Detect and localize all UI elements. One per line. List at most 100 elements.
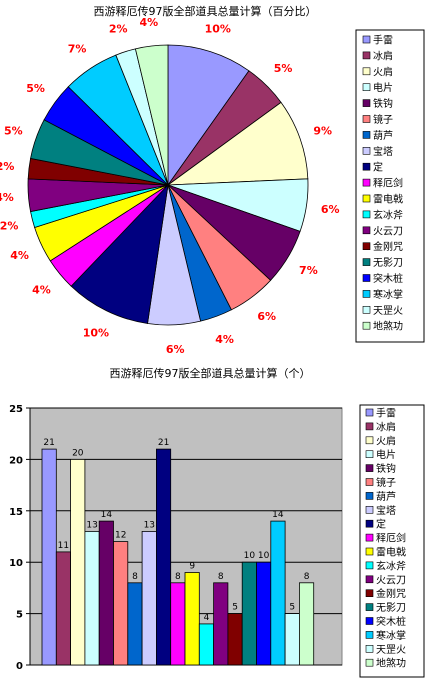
pie-legend-label: 镜子: [373, 113, 393, 126]
pie-legend-swatch: [362, 115, 371, 123]
pie-legend-swatch: [362, 305, 371, 314]
bar-value-label: 4: [204, 613, 210, 623]
pie-percent-label: 2%: [109, 23, 128, 36]
pie-legend-label: 寒冰掌: [373, 288, 403, 301]
pie-slice-定: [70, 183, 169, 324]
pie-percent-label: 5%: [274, 62, 293, 75]
bar-legend-label: 无影刀: [376, 602, 406, 614]
bar-地煞功: [298, 582, 315, 666]
bar-玄冰斧: [198, 623, 215, 666]
bar-value-label: 12: [115, 531, 126, 541]
bar-legend-label: 手雷: [376, 407, 396, 420]
pie-legend-label: 电片: [373, 81, 393, 94]
pie-percent-label: 6%: [321, 203, 340, 216]
bar-legend-label: 镜子: [376, 476, 396, 489]
bar-legend-label: 天罡火: [376, 644, 406, 656]
bar-镜子: [113, 541, 129, 666]
bar-legend-label: 突木桩: [376, 615, 406, 628]
pie-percent-label: 2%: [0, 160, 14, 173]
bar-value-label: 10: [244, 551, 256, 561]
pie-percent-label: 4%: [32, 283, 51, 296]
pie-legend-label: 定: [373, 161, 383, 174]
pie-legend-label: 雷电戟: [373, 193, 403, 206]
pie-legend-swatch: [362, 274, 371, 282]
bar-legend-swatch: [365, 422, 374, 431]
pie-legend-label: 铁钩: [373, 97, 393, 110]
bar-value-label: 5: [232, 603, 238, 613]
bar-金刚咒: [227, 613, 243, 666]
pie-legend-swatch: [362, 178, 371, 187]
pie-legend-label: 火云刀: [373, 225, 403, 237]
bar-chart-title: 西游释厄传97版全部道具总量计算（个）: [110, 366, 311, 380]
bar-value-label: 8: [132, 572, 138, 582]
bar-无影刀: [241, 561, 257, 666]
bar-legend-swatch: [365, 519, 374, 528]
bar-legend-swatch: [365, 617, 374, 625]
pie-slice-地煞功: [134, 44, 169, 186]
pie-legend-label: 突木桩: [373, 272, 403, 285]
bar-value-label: 20: [72, 448, 84, 458]
pie-legend-swatch: [362, 226, 371, 235]
y-tick-label: 20: [9, 455, 23, 466]
pie-legend-swatch: [362, 35, 371, 44]
bar-value-label: 11: [58, 541, 69, 551]
bar-legend-swatch: [365, 408, 374, 417]
pie-legend-label: 天罡火: [373, 305, 403, 317]
y-tick-label: 25: [9, 404, 23, 415]
bar-value-label: 8: [175, 572, 181, 582]
pie-percent-label: 9%: [313, 125, 332, 138]
pie-legend-swatch: [362, 51, 371, 60]
pie-legend-label: 宝塔: [373, 145, 393, 158]
bar-legend-swatch: [365, 561, 374, 570]
bar-legend-label: 寒冰掌: [376, 629, 406, 642]
pie-legend-swatch: [362, 162, 371, 171]
pie-chart-title: 西游释厄传97版全部道具总量计算（百分比）: [94, 4, 317, 18]
bar-legend-label: 冰肩: [376, 420, 396, 433]
pie-legend-label: 葫芦: [373, 130, 393, 142]
pie-legend-swatch: [362, 194, 371, 203]
bar-天罡火: [284, 613, 300, 666]
pie-legend-swatch: [362, 242, 371, 250]
pie-legend-label: 地煞功: [373, 320, 403, 333]
pie-legend-label: 手雷: [373, 34, 393, 47]
bar-legend-swatch: [365, 478, 374, 486]
pie-percent-labels: 10% 5% 9% 6% 7% 6% 4% 6% 10% 4% 4% 2% 4% 2% 5% 5% 7% 2% 4%: [0, 16, 340, 356]
bar-legend-label: 宝塔: [376, 504, 396, 517]
bar-legend-label: 释厄剑: [376, 532, 406, 545]
pie-percent-label: 4%: [10, 249, 29, 262]
bar-legend-label: 葫芦: [376, 491, 396, 503]
bar-legend-label: 地煞功: [376, 657, 406, 670]
bar-value-label: 10: [258, 551, 270, 561]
pie-percent-label: 10%: [205, 23, 231, 36]
pie-percent-label: 4%: [139, 16, 158, 29]
pie-percent-label: 4%: [0, 191, 14, 204]
pie-legend-swatch: [362, 210, 371, 219]
pie-legend-swatch: [362, 321, 371, 330]
bar-铁钩: [98, 520, 114, 666]
pie-legend-swatch: [362, 147, 371, 155]
pie-percent-label: 7%: [299, 264, 318, 277]
bar-legend-label: 金刚咒: [376, 587, 406, 600]
bar-legend-swatch: [365, 658, 374, 667]
bar-突木桩: [256, 561, 272, 666]
pie-legend-swatch: [362, 99, 371, 107]
bar-legend-label: 雷电戟: [376, 546, 406, 559]
bar-value-label: 14: [272, 510, 284, 520]
bar-value-label: 8: [218, 572, 224, 582]
bar-葫芦: [127, 582, 143, 666]
pie-legend-label: 冰肩: [373, 49, 393, 62]
bar-value-label: 13: [86, 520, 97, 530]
bar-legend-swatch: [365, 464, 374, 472]
bar-宝塔: [141, 531, 157, 666]
bar-legend-swatch: [365, 631, 374, 639]
bar-legend-label: 铁钩: [376, 462, 396, 475]
pie-legend-label: 玄冰斧: [373, 208, 403, 221]
bar-legend-label: 火云刀: [376, 574, 406, 586]
pie-legend: 手雷冰肩火肩电片铁钩镜子葫芦宝塔定释厄剑雷电戟玄冰斧火云刀金刚咒无影刀突木桩寒冰…: [362, 34, 403, 333]
pie-chart: [27, 44, 309, 326]
pie-legend-label: 金刚咒: [373, 240, 403, 253]
y-tick-label: 0: [16, 661, 23, 672]
bar-释厄剑: [170, 582, 186, 666]
pie-percent-label: 4%: [215, 333, 234, 346]
